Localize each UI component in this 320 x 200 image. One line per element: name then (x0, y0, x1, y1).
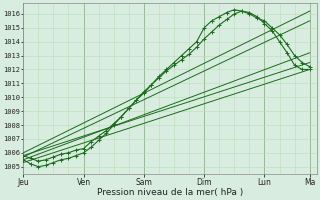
X-axis label: Pression niveau de la mer( hPa ): Pression niveau de la mer( hPa ) (97, 188, 244, 197)
